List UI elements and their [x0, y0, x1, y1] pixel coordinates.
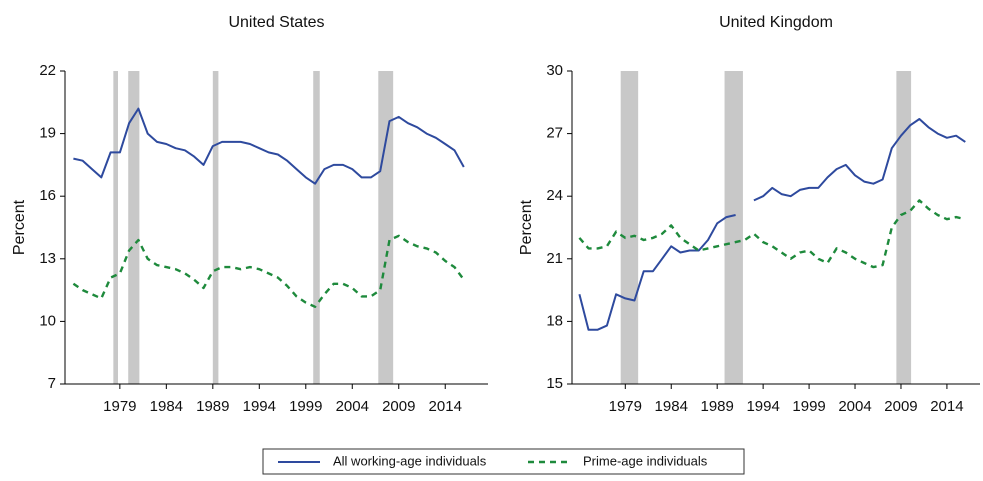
- series-line: [73, 107, 465, 185]
- x-tick-label: 1979: [103, 398, 136, 415]
- x-tick-label: 1994: [243, 398, 276, 415]
- chart-title: United States: [228, 14, 324, 31]
- recession-band: [896, 71, 912, 384]
- x-tick-label: 2009: [884, 398, 917, 415]
- y-tick-label: 24: [546, 187, 563, 204]
- y-tick-label: 19: [39, 125, 56, 142]
- x-tick-label: 1989: [701, 398, 734, 415]
- y-axis-label: Percent: [11, 199, 28, 255]
- y-tick-label: 27: [546, 125, 563, 142]
- x-tick-label: 1979: [609, 398, 642, 415]
- x-tick-label: 1984: [150, 398, 183, 415]
- x-tick-label: 2004: [336, 398, 369, 415]
- y-tick-label: 7: [48, 375, 56, 392]
- y-tick-label: 30: [546, 62, 563, 79]
- x-tick-label: 2014: [930, 398, 963, 415]
- y-tick-label: 16: [39, 187, 56, 204]
- recession-band: [128, 71, 140, 384]
- x-tick-label: 2004: [838, 398, 871, 415]
- y-tick-label: 10: [39, 312, 56, 329]
- legend-label: Prime-age individuals: [583, 453, 708, 468]
- chart-title: United Kingdom: [719, 14, 833, 31]
- x-tick-label: 1984: [655, 398, 688, 415]
- legend-box: [262, 448, 745, 475]
- y-tick-label: 13: [39, 250, 56, 267]
- y-tick-label: 18: [546, 312, 563, 329]
- y-tick-label: 22: [39, 62, 56, 79]
- x-tick-label: 2014: [429, 398, 462, 415]
- recession-band: [378, 71, 394, 384]
- series-line: [72, 234, 465, 308]
- x-tick-label: 1999: [792, 398, 825, 415]
- recession-band: [620, 71, 639, 384]
- x-tick-label: 2009: [382, 398, 415, 415]
- series-line: [578, 199, 966, 269]
- x-tick-label: 1989: [196, 398, 229, 415]
- recession-band: [313, 71, 320, 384]
- y-tick-label: 15: [546, 375, 563, 392]
- x-tick-label: 1999: [289, 398, 322, 415]
- recession-band: [113, 71, 118, 384]
- series-line: [578, 118, 966, 331]
- y-tick-label: 21: [546, 250, 563, 267]
- recession-band: [212, 71, 219, 384]
- legend-label: All working-age individuals: [333, 453, 487, 468]
- x-tick-label: 1994: [746, 398, 779, 415]
- recession-band: [724, 71, 743, 384]
- y-axis-label: Percent: [518, 199, 535, 255]
